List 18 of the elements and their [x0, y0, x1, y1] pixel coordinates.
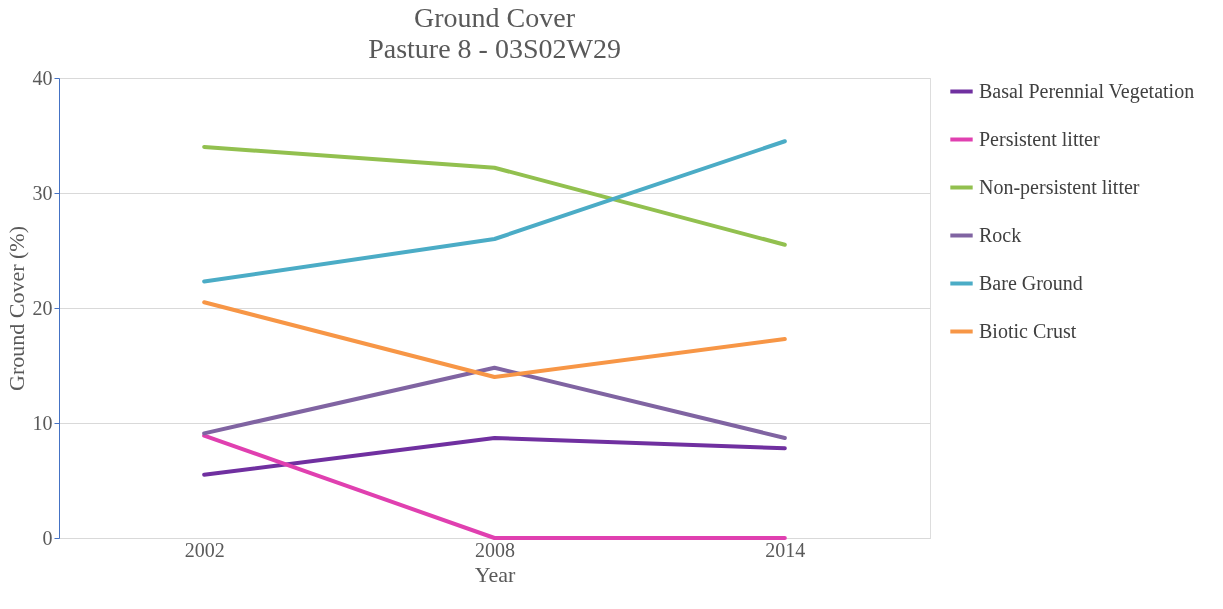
legend-label: Rock [979, 223, 1022, 246]
y-tick-label: 0 [42, 526, 53, 549]
chart-subtitle: Pasture 8 - 03S02W29 [368, 33, 621, 64]
legend-label: Bare Ground [979, 271, 1083, 294]
legend-label: Biotic Crust [979, 319, 1077, 342]
y-tick-label: 20 [32, 296, 53, 319]
x-tick-label: 2008 [475, 538, 515, 561]
x-axis-title: Year [474, 561, 516, 587]
x-tick-label: 2002 [184, 538, 225, 561]
legend-label: Persistent litter [979, 127, 1100, 150]
x-tick-label: 2014 [765, 538, 806, 561]
y-tick-label: 10 [32, 411, 53, 434]
legend-label: Non-persistent litter [979, 175, 1140, 199]
chart-title: Ground Cover [414, 2, 576, 33]
y-axis-title: Ground Cover (%) [3, 226, 29, 391]
y-tick-label: 40 [32, 66, 53, 89]
y-tick-label: 30 [32, 181, 53, 204]
legend-label: Basal Perennial Vegetation [979, 79, 1195, 103]
